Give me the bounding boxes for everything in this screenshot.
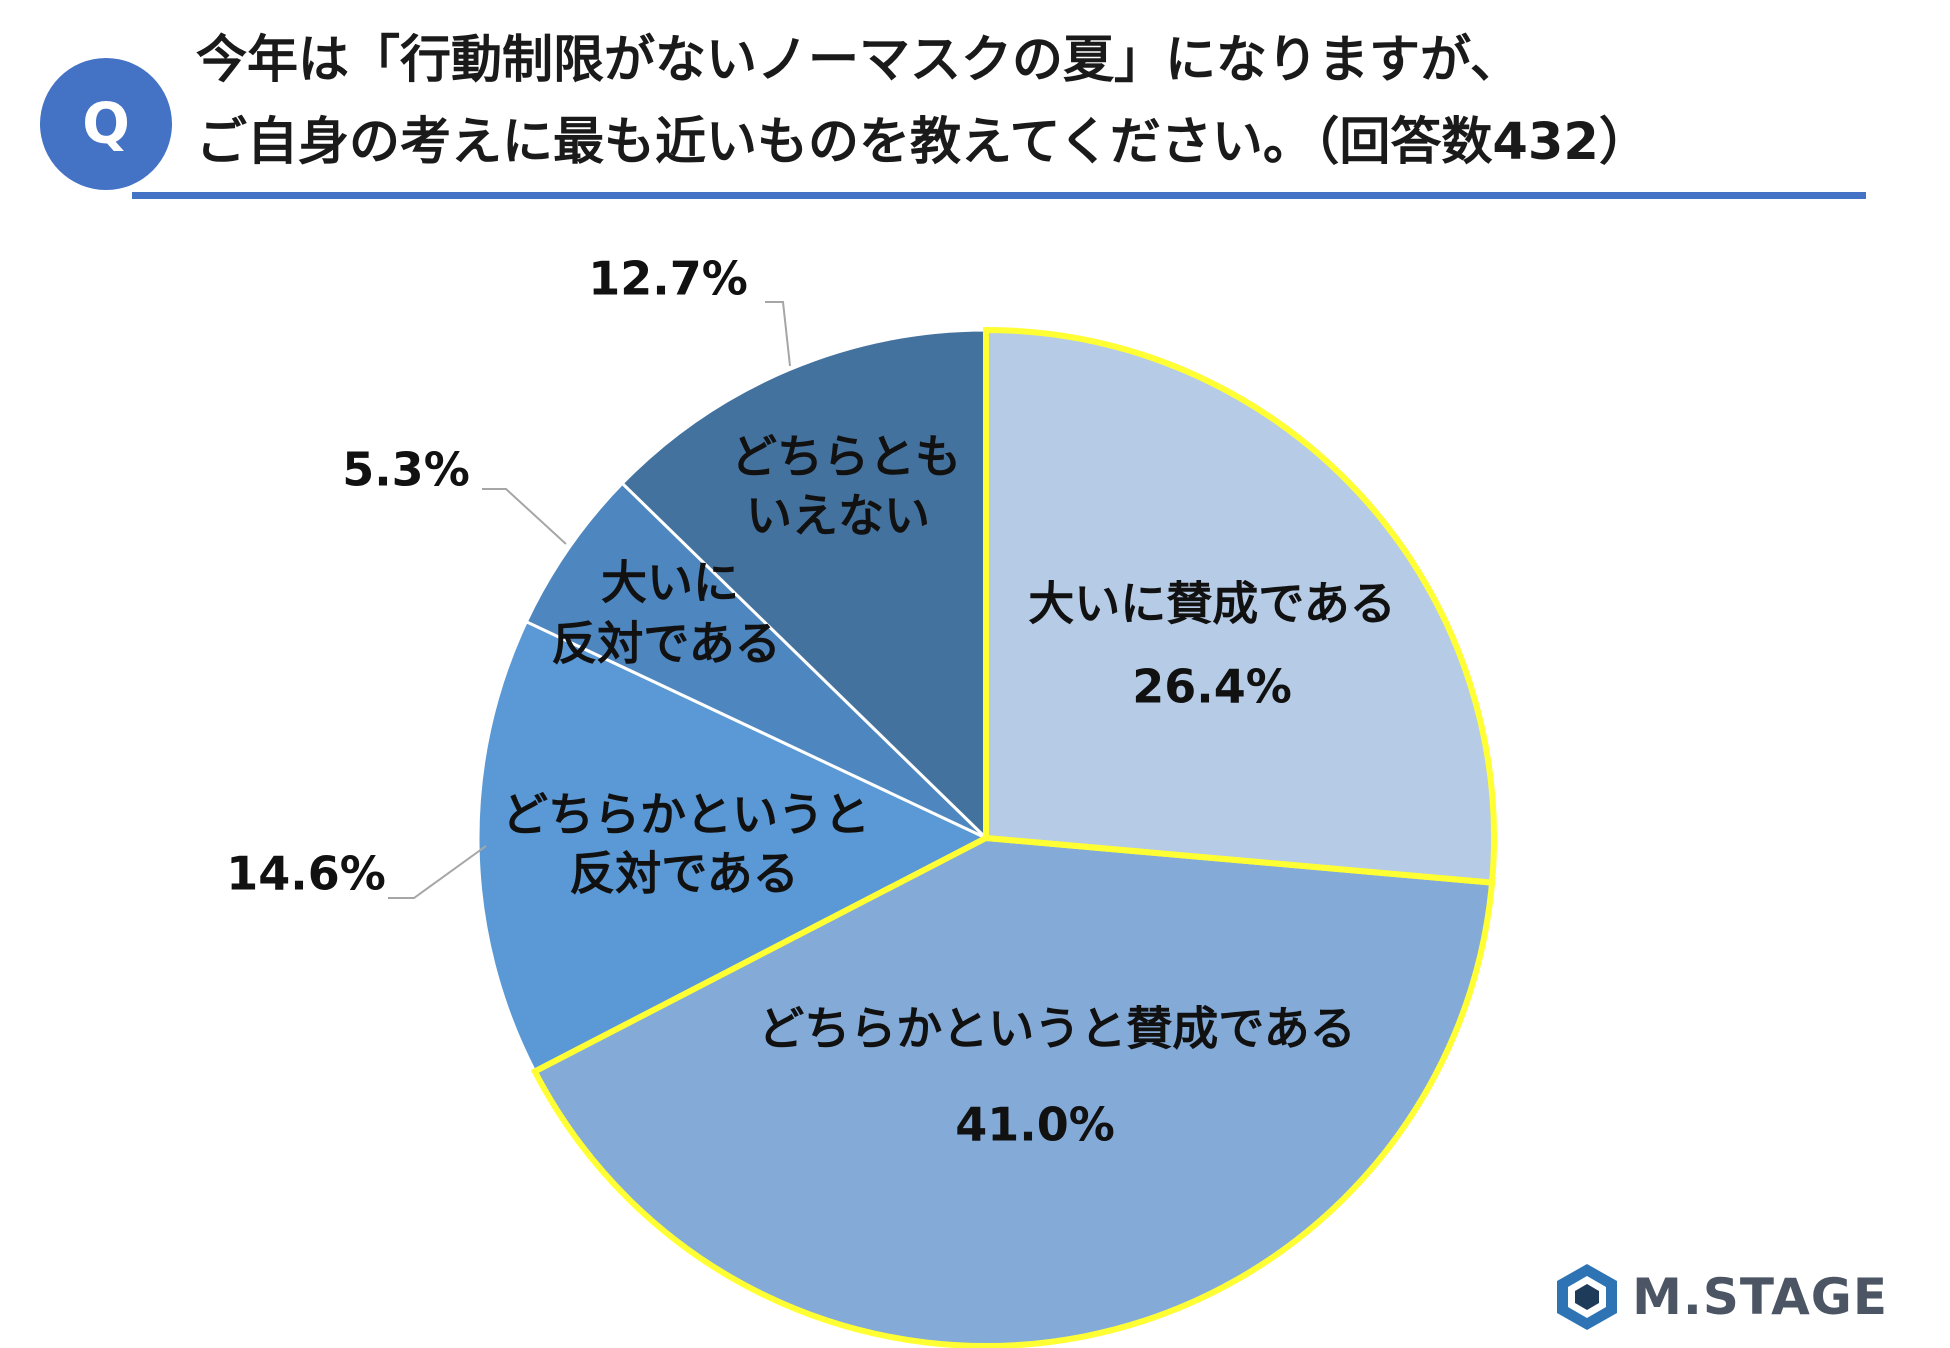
pie-slices: [476, 328, 1496, 1348]
brand-logo-text: M.STAGE: [1632, 1268, 1888, 1326]
pie-slice: [620, 328, 988, 842]
pie-slice: [476, 619, 990, 1074]
question-badge: Q: [40, 58, 172, 190]
title-underline: [132, 192, 1866, 199]
leader-lines: [388, 301, 791, 899]
data-label: 41.0%: [955, 1098, 1115, 1152]
slice-label: いえない: [746, 489, 930, 543]
question-line-2: ご自身の考えに最も近いものを教えてください。（回答数432）: [196, 113, 1650, 172]
question-title: 今年は「行動制限がないノーマスクの夏」になりますが、 ご自身の考えに最も近いもの…: [196, 20, 1896, 184]
slice-label: どちらとも: [731, 430, 961, 484]
slice-label: 大いに賛成である: [1028, 577, 1396, 631]
brand-logo: M.STAGE: [1554, 1262, 1888, 1332]
slice-label: 反対である: [551, 617, 781, 671]
leader-line: [765, 301, 791, 367]
data-label: 5.3%: [342, 443, 470, 497]
slice-label: どちらかというと: [502, 788, 870, 842]
leader-line: [388, 845, 487, 899]
data-label: 14.6%: [226, 847, 386, 901]
pie-slice: [524, 481, 988, 840]
slice-label: どちらかというと賛成である: [758, 1002, 1356, 1056]
pie-labels: 大いに賛成である26.4%どちらかというと賛成である41.0%どちらかというと反…: [226, 252, 1396, 1152]
question-line-1: 今年は「行動制限がないノーマスクの夏」になりますが、: [196, 31, 1521, 90]
slice-label: 反対である: [569, 847, 799, 901]
slice-label: 大いに: [601, 556, 739, 610]
leader-line: [482, 488, 567, 545]
pie-slice-highlight: [530, 834, 1496, 1348]
data-label: 26.4%: [1132, 660, 1292, 714]
pie-highlights: [530, 326, 1497, 1348]
hexagon-logo-icon: [1557, 1264, 1618, 1330]
data-label: 12.7%: [588, 252, 748, 306]
pie-slice-highlight: [983, 326, 1497, 886]
